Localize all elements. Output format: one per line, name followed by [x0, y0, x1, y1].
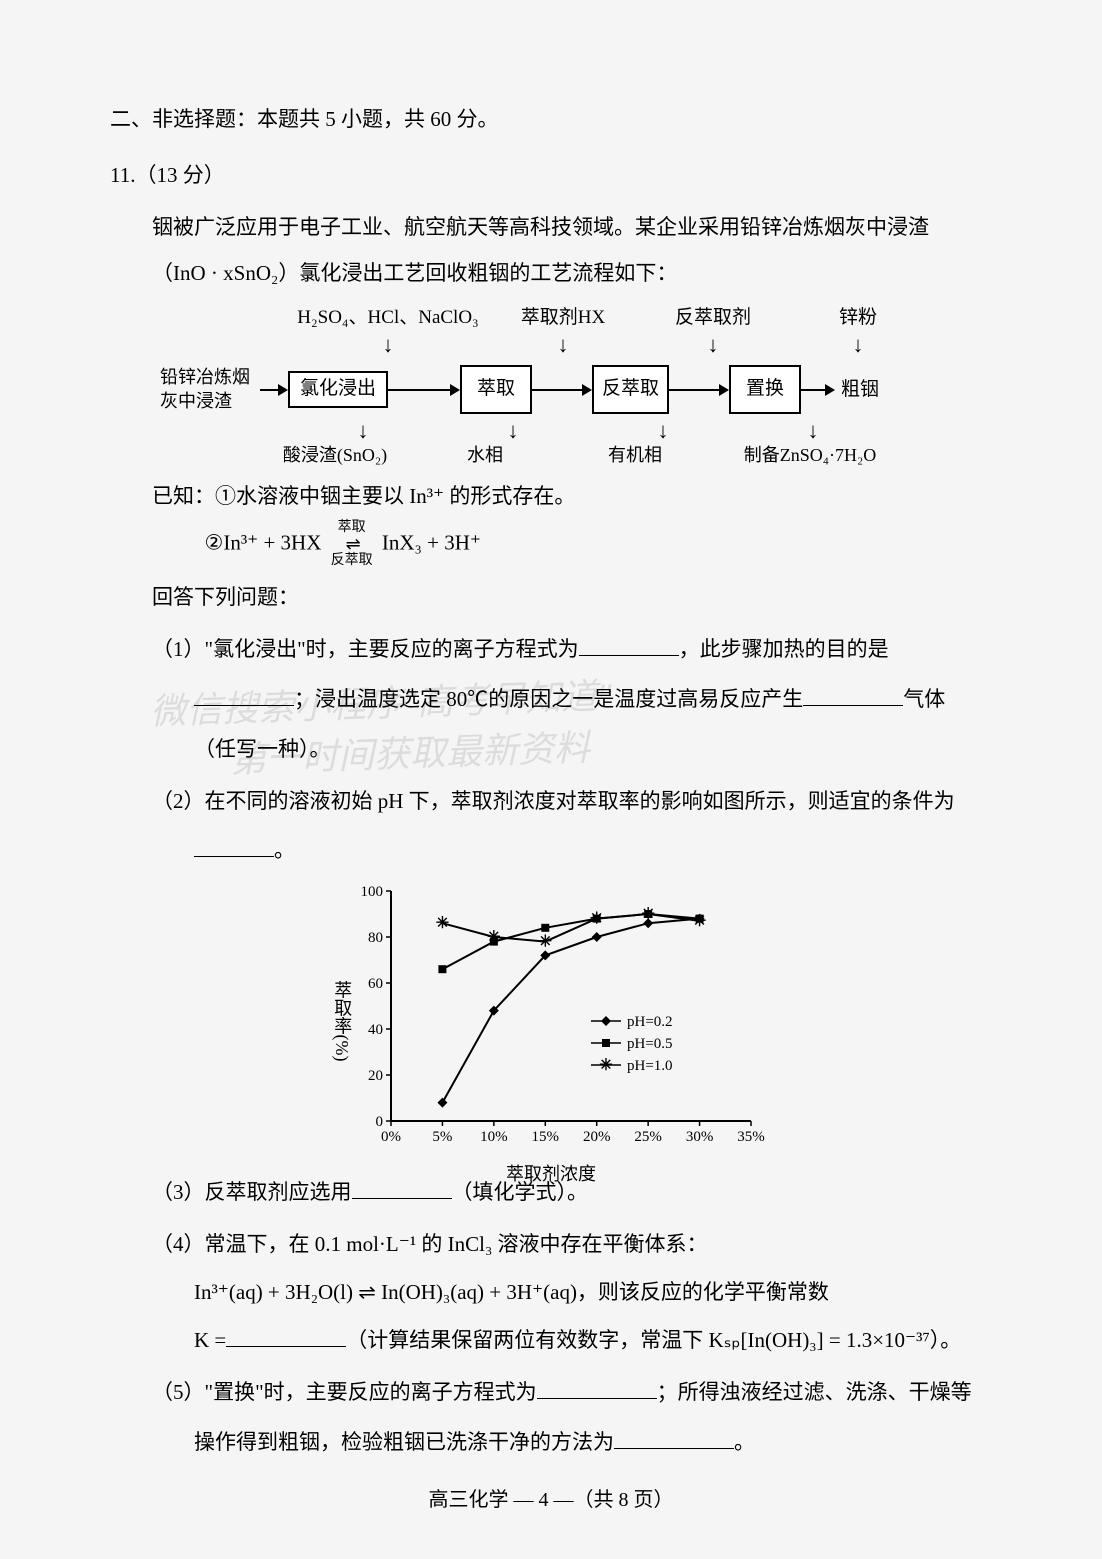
flow-box-3: 反萃取 [592, 365, 669, 414]
flow-bottom-1: 酸浸渣(SnO₂) [260, 444, 410, 467]
sub-question-1-cont: ；浸出温度选定 80℃的原因之一是温度过高易反应产生气体 [194, 680, 992, 720]
svg-text:✳: ✳ [599, 1057, 612, 1074]
question-number: 11.（13 分） [110, 156, 992, 196]
svg-text:10%: 10% [480, 1129, 508, 1145]
known-info-2: ②In³⁺ + 3HX 萃取 ⇌ 反萃取 InX₃ + 3H⁺ [205, 521, 993, 568]
intro-line-1: 铟被广泛应用于电子工业、航空航天等高科技领域。某企业采用铅锌冶炼烟灰中浸渣 [110, 208, 992, 248]
equilibrium-arrow: 萃取 ⇌ 反萃取 [331, 521, 373, 568]
svg-text:25%: 25% [634, 1129, 662, 1145]
svg-text:0: 0 [376, 1114, 384, 1130]
svg-text:pH=0.2: pH=0.2 [627, 1014, 673, 1030]
chart-svg: 0 20 40 60 80 100 0% 5% 10% 15% 20% 25% 30% 35% ✳ ✳ ✳ ✳ ✳ ✳… [331, 881, 771, 1161]
flow-input: 铅锌冶炼烟灰中浸渣 [160, 366, 260, 413]
blank [803, 685, 903, 706]
sub-question-4-eq: In³⁺(aq) + 3H₂O(l) ⇌ In(OH)₃(aq) + 3H⁺(a… [194, 1273, 992, 1313]
chart-x-label: 萃取剂浓度 [506, 1157, 596, 1191]
blank [352, 1178, 452, 1199]
flow-box-4: 置换 [729, 365, 801, 414]
blank [226, 1326, 346, 1347]
blank [614, 1428, 734, 1449]
flow-bottom-3: 有机相 [560, 444, 710, 467]
blank [194, 685, 294, 706]
extraction-rate-chart: 萃取率(%) 0204060801000%5%10%15%20%25%30%35… [331, 881, 771, 1161]
svg-text:35%: 35% [737, 1129, 765, 1145]
svg-text:15%: 15% [532, 1129, 560, 1145]
eq-prefix: ②In³⁺ + 3HX [205, 530, 322, 554]
sub-question-1-end: （任写一种）。 [194, 730, 992, 770]
flow-top-2: 萃取剂HX [488, 300, 638, 336]
sub-question-5: （5）"置换"时，主要反应的离子方程式为；所得浊液经过滤、洗涤、干燥等 [152, 1373, 992, 1413]
intro-line-2: （InO · xSnO₂）氯化浸出工艺回收粗铟的工艺流程如下： [110, 254, 992, 294]
svg-text:30%: 30% [686, 1129, 714, 1145]
svg-text:100: 100 [361, 884, 384, 900]
flow-box-1: 氯化浸出 [288, 371, 388, 408]
svg-text:✳: ✳ [641, 906, 654, 923]
section-header: 二、非选择题：本题共 5 小题，共 60 分。 [110, 100, 992, 140]
blank [194, 836, 274, 857]
flow-output: 粗铟 [841, 372, 879, 408]
process-flowchart: H₂SO₄、HCl、NaClO₃ 萃取剂HX 反萃取剂 锌粉 铅锌冶炼烟灰中浸渣… [160, 300, 1000, 467]
svg-text:80: 80 [368, 930, 383, 946]
flow-bottom-4: 制备ZnSO₄·7H₂O [710, 444, 910, 467]
blank [579, 635, 679, 656]
flow-bottom-2: 水相 [410, 444, 560, 467]
flow-top-1: H₂SO₄、HCl、NaClO₃ [288, 300, 488, 336]
eq-suffix: InX₃ + 3H⁺ [382, 530, 481, 554]
svg-text:20: 20 [368, 1068, 383, 1084]
svg-text:✳: ✳ [693, 913, 706, 930]
svg-text:40: 40 [368, 1022, 383, 1038]
svg-text:✳: ✳ [539, 934, 552, 951]
sub-question-2-blank: 。 [194, 831, 992, 871]
svg-text:pH=0.5: pH=0.5 [627, 1036, 673, 1052]
sub-question-2: （2）在不同的溶液初始 pH 下，萃取剂浓度对萃取率的影响如图所示，则适宜的条件… [152, 782, 992, 822]
svg-text:5%: 5% [432, 1129, 452, 1145]
svg-text:0%: 0% [381, 1129, 401, 1145]
answer-prompt: 回答下列问题： [110, 578, 992, 618]
flow-top-4: 锌粉 [788, 300, 928, 336]
svg-text:✳: ✳ [436, 915, 449, 932]
svg-text:✳: ✳ [590, 911, 603, 928]
page-footer: 高三化学 — 4 —（共 8 页） [0, 1481, 1102, 1519]
flow-top-3: 反萃取剂 [638, 300, 788, 336]
svg-text:60: 60 [368, 976, 383, 992]
svg-text:✳: ✳ [487, 929, 500, 946]
sub-question-1: （1）"氯化浸出"时，主要反应的离子方程式为，此步骤加热的目的是 [152, 630, 992, 670]
blank [537, 1378, 657, 1399]
svg-text:pH=1.0: pH=1.0 [627, 1058, 673, 1074]
sub-question-4-k: K =（计算结果保留两位有效数字，常温下 Kₛₚ[In(OH)₃] = 1.3×… [194, 1321, 992, 1361]
known-info-1: 已知：①水溶液中铟主要以 In³⁺ 的形式存在。 [152, 477, 992, 517]
svg-text:20%: 20% [583, 1129, 611, 1145]
sub-question-4: （4）常温下，在 0.1 mol·L⁻¹ 的 InCl₃ 溶液中存在平衡体系： [152, 1225, 992, 1265]
sub-question-5-cont: 操作得到粗铟，检验粗铟已洗涤干净的方法为。 [194, 1423, 992, 1463]
chart-y-label: 萃取率(%) [325, 981, 359, 1062]
flow-box-2: 萃取 [460, 365, 532, 414]
